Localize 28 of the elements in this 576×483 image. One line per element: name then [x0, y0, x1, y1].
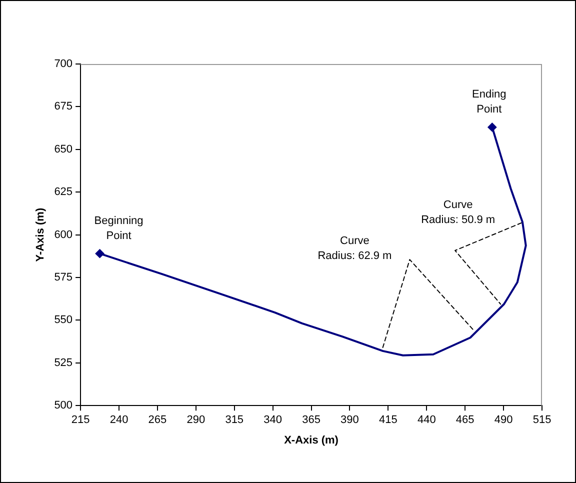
- y-tick-label: 650: [54, 143, 73, 156]
- x-tick-label: 265: [148, 414, 167, 426]
- y-tick-label: 525: [54, 356, 73, 369]
- x-tick-label: 515: [532, 414, 552, 426]
- x-tick-label: 440: [417, 414, 436, 426]
- x-axis-title: X-Axis (m): [284, 434, 339, 446]
- x-tick-label: 215: [71, 414, 90, 426]
- x-tick-label: 490: [494, 414, 513, 426]
- x-tick-label: 340: [264, 414, 282, 426]
- annotation: Beginning Point: [94, 215, 144, 242]
- y-tick-label: 575: [54, 272, 73, 284]
- x-tick-label: 290: [186, 414, 206, 426]
- y-tick-label: 550: [54, 314, 73, 326]
- x-tick-label: 365: [302, 414, 320, 426]
- x-tick-label: 465: [456, 414, 474, 426]
- y-tick-label: 700: [54, 58, 73, 70]
- x-tick-label: 315: [225, 414, 244, 426]
- y-tick-label: 625: [54, 186, 73, 198]
- annotation: Curve Radius: 50.9 m: [421, 199, 496, 226]
- y-axis-title: Y-Axis (m): [34, 208, 47, 262]
- y-tick-label: 675: [54, 100, 73, 113]
- annotation: Curve Radius: 62.9 m: [318, 235, 392, 262]
- x-tick-label: 240: [110, 414, 128, 426]
- y-tick-label: 600: [54, 228, 73, 241]
- x-tick-label: 415: [379, 414, 398, 426]
- x-tick-label: 390: [340, 414, 359, 426]
- annotation: Ending Point: [472, 88, 506, 116]
- y-tick-label: 500: [54, 400, 73, 412]
